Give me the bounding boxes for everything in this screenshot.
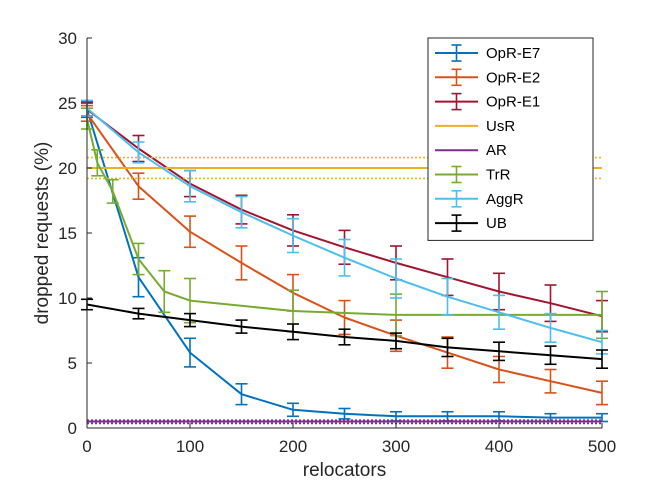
x-tick-label: 500 — [588, 437, 616, 456]
y-tick-label: 0 — [68, 419, 77, 438]
x-tick-label: 0 — [82, 437, 91, 456]
y-tick-label: 25 — [58, 94, 77, 113]
legend-label: AggR — [486, 191, 524, 208]
y-tick-label: 5 — [68, 354, 77, 373]
y-tick-label: 15 — [58, 224, 77, 243]
legend-entry-trr: TrR — [435, 165, 511, 184]
legend-label: OpR-E1 — [486, 94, 540, 111]
legend-entry-opr-e1: OpR-E1 — [435, 92, 540, 111]
legend-entry-ub: UB — [435, 214, 507, 232]
x-tick-label: 300 — [382, 437, 410, 456]
legend-entry-opr-e7: OpR-E7 — [435, 44, 540, 62]
legend-label: UsR — [486, 118, 515, 135]
series-layer — [81, 99, 608, 425]
legend-label: OpR-E2 — [486, 69, 540, 86]
x-axis-label: relocators — [303, 460, 386, 481]
legend-entry-ar: AR — [435, 142, 507, 159]
y-tick-label: 10 — [58, 289, 77, 308]
legend-label: OpR-E7 — [486, 45, 540, 62]
series-ar — [87, 419, 602, 425]
legend-entry-opr-e2: OpR-E2 — [435, 68, 540, 86]
x-tick-label: 200 — [279, 437, 307, 456]
legend: OpR-E7 OpR-E2 OpR-E1 UsR AR TrR AggR UB — [427, 37, 594, 241]
legend-label: AR — [486, 142, 507, 159]
legend-label: TrR — [486, 167, 511, 184]
series-opr-e7 — [81, 100, 608, 423]
x-tick-label: 400 — [485, 437, 513, 456]
y-tick-label: 30 — [58, 29, 77, 48]
y-axis-label: dropped requests (%) — [32, 142, 53, 325]
legend-label: UB — [486, 215, 507, 232]
y-tick-label: 20 — [58, 159, 77, 178]
series-ub — [81, 298, 608, 370]
legend-entry-usr: UsR — [435, 118, 515, 135]
axes: 0 100 200 300 400 500 0 5 10 15 20 25 30 — [58, 29, 616, 456]
legend-entry-aggr: AggR — [435, 190, 524, 208]
x-tick-label: 100 — [176, 437, 204, 456]
